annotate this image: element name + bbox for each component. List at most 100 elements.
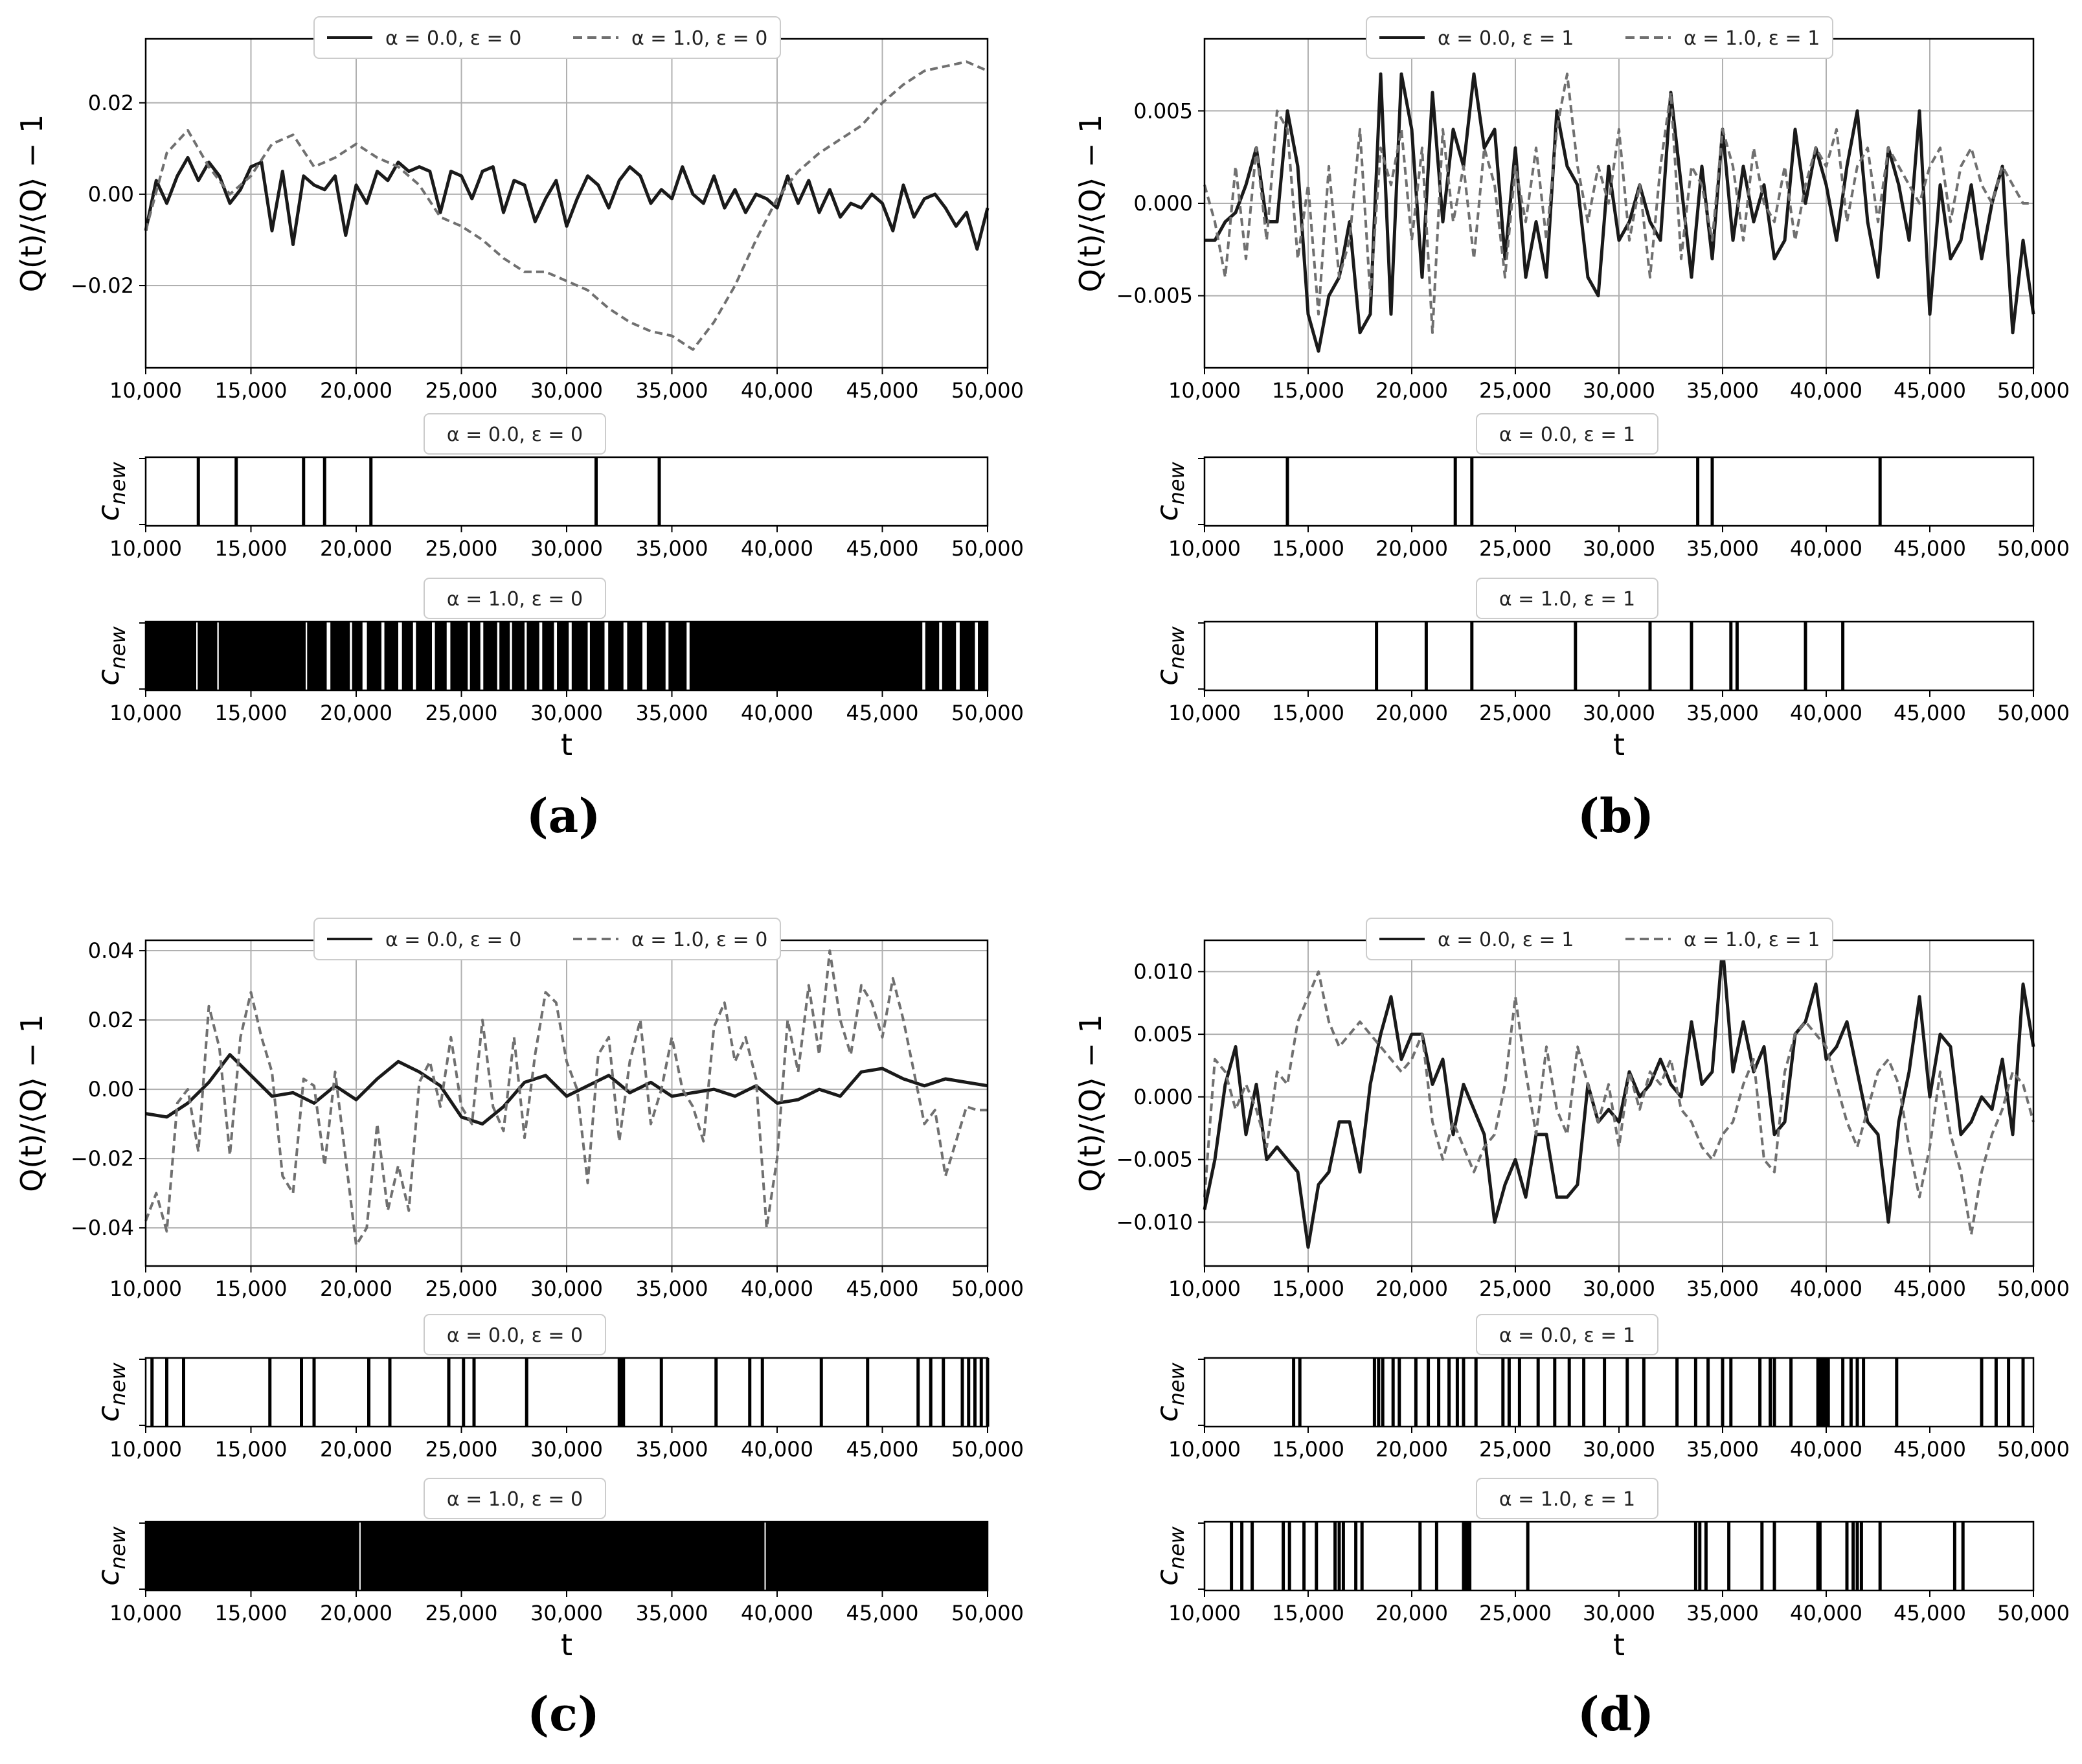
strip-title: α = 1.0, ε = 1 [1476, 1478, 1658, 1519]
event-gap [686, 622, 690, 690]
x-tick-label: 20,000 [320, 701, 392, 725]
strip-frame [1203, 620, 2035, 692]
x-tick-label: 35,000 [636, 536, 708, 561]
event-gap [350, 622, 352, 690]
x-tick-label: 25,000 [425, 1437, 498, 1462]
x-tick-label: 50,000 [1997, 1601, 2070, 1625]
legend-label: α = 0.0, ε = 0 [385, 27, 521, 50]
y-tick-label: 0.005 [1133, 1022, 1193, 1046]
strip-y-label: cnew [91, 1362, 130, 1421]
x-tick-label: 25,000 [425, 701, 498, 725]
strip-title: α = 0.0, ε = 0 [424, 413, 606, 455]
x-tick-label: 10,000 [109, 701, 182, 725]
x-tick-label: 20,000 [320, 378, 392, 403]
strip-title-frame [424, 413, 606, 455]
x-tick-label: 15,000 [215, 1276, 288, 1301]
legend-frame [1366, 918, 1833, 960]
strip-title-label: α = 0.0, ε = 1 [1499, 1324, 1635, 1347]
x-tick-label: 50,000 [1997, 1437, 2070, 1462]
event-strip-2: 10,000 15,000 20,000 25,000 30,000 35,000 40,0… [1149, 1478, 2070, 1662]
x-tick-label: 20,000 [320, 536, 392, 561]
panel-a: 0.02 0.00 −0.02 10,000 15,000 20,000 25,000 30,… [14, 16, 1024, 843]
x-tick-label: 45,000 [846, 1601, 919, 1625]
main-plot: 0.010 0.005 0.000 −0.005 −0.010 10,000 15,000 2… [1073, 918, 2070, 1301]
x-tick-label: 40,000 [1790, 701, 1862, 725]
legend: α = 0.0, ε = 1 α = 1.0, ε = 1 [1366, 16, 1833, 59]
strip-title-label: α = 0.0, ε = 1 [1499, 424, 1635, 446]
x-tick-label: 35,000 [1686, 701, 1759, 725]
y-tick-label: 0.00 [88, 182, 134, 207]
strip-y-label: cnew [1149, 1362, 1189, 1421]
event-strip-2: 10,000 15,000 20,000 25,000 30,000 35,000 40,0… [1149, 578, 2070, 762]
event-gap [587, 622, 590, 690]
strip-title-frame [1476, 1478, 1658, 1519]
strip-title-label: α = 1.0, ε = 1 [1499, 1488, 1635, 1511]
legend-frame [313, 16, 781, 59]
strip-title-label: α = 1.0, ε = 0 [447, 588, 583, 611]
event-gap [510, 622, 512, 690]
legend-label: α = 1.0, ε = 1 [1684, 27, 1820, 50]
event-gap [497, 622, 500, 690]
x-tick-label: 10,000 [109, 1276, 182, 1301]
x-tick-label: 40,000 [741, 1437, 813, 1462]
x-tick-label: 30,000 [530, 378, 603, 403]
x-tick-label: 15,000 [215, 378, 288, 403]
x-tick-label: 10,000 [109, 1437, 182, 1462]
x-tick-label: 25,000 [1479, 1276, 1552, 1301]
x-tick-label: 20,000 [1375, 1601, 1448, 1625]
event-strip-1: 10,000 15,000 20,000 25,000 30,000 35,000 40,0… [91, 1314, 1024, 1462]
y-tick-label: 0.04 [88, 938, 134, 963]
panel-c: 0.04 0.02 0.00 −0.02 −0.04 10,000 15,000 20,000… [14, 918, 1024, 1741]
x-tick-label: 45,000 [1894, 1276, 1966, 1301]
x-tick-label: 25,000 [1479, 378, 1552, 403]
x-tick-label: 20,000 [1375, 378, 1448, 403]
event-strip-2: 10,000 15,000 20,000 25,000 30,000 35,000 40,0… [91, 1478, 1024, 1662]
event-gap [306, 622, 308, 690]
strip-y-label-sub: new [1164, 626, 1189, 669]
event-gap [398, 622, 402, 690]
event-gap [196, 622, 198, 690]
strip-y-label-sub: new [106, 626, 130, 669]
event-gap [468, 622, 470, 690]
main-plot: 0.02 0.00 −0.02 10,000 15,000 20,000 25,000 30,… [14, 16, 1024, 403]
strip-title-label: α = 0.0, ε = 0 [447, 424, 583, 446]
x-tick-label: 15,000 [1272, 1276, 1344, 1301]
panel-letter: (d) [1578, 1686, 1654, 1741]
x-tick-label: 30,000 [1583, 701, 1655, 725]
x-tick-label: 10,000 [1168, 1276, 1241, 1301]
legend-label: α = 1.0, ε = 0 [631, 929, 767, 951]
x-tick-label: 40,000 [1790, 1437, 1862, 1462]
y-tick-label: 0.02 [88, 91, 134, 115]
x-tick-label: 50,000 [951, 1276, 1024, 1301]
x-tick-label: 10,000 [1168, 378, 1241, 403]
x-tick-label: 25,000 [425, 378, 498, 403]
x-tick-label: 30,000 [1583, 1437, 1655, 1462]
x-tick-label: 45,000 [846, 378, 919, 403]
x-tick-label: 40,000 [741, 1601, 813, 1625]
x-tick-label: 50,000 [951, 1601, 1024, 1625]
x-tick-label: 15,000 [215, 1437, 288, 1462]
strip-title-frame [424, 578, 606, 619]
event-strip-2: 10,000 15,000 20,000 25,000 30,000 35,000 40,0… [91, 578, 1024, 762]
x-tick-label: 50,000 [1997, 378, 2070, 403]
strip-y-label-sub: new [1164, 1362, 1189, 1405]
event-fill [146, 622, 988, 690]
x-tick-label: 45,000 [846, 1276, 919, 1301]
x-tick-label: 15,000 [1272, 1437, 1344, 1462]
y-tick-label: −0.005 [1116, 1148, 1193, 1172]
y-axis-label: Q(t)/⟨Q⟩ − 1 [14, 115, 49, 293]
x-tick-label: 25,000 [425, 1601, 498, 1625]
strip-frame [1203, 1357, 2035, 1428]
legend-frame [1366, 16, 1833, 59]
x-tick-label: 25,000 [425, 1276, 498, 1301]
series-line-1 [1203, 970, 2035, 1236]
x-tick-label: 20,000 [1375, 1437, 1448, 1462]
strip-frame [144, 456, 989, 527]
y-tick-label: 0.010 [1133, 959, 1193, 984]
y-tick-label: 0.02 [88, 1008, 134, 1032]
x-tick-label: 25,000 [1479, 701, 1552, 725]
event-gap [362, 622, 367, 690]
strip-y-label: cnew [91, 1526, 130, 1585]
legend: α = 0.0, ε = 0 α = 1.0, ε = 0 [313, 918, 781, 960]
strip-y-label: cnew [1149, 626, 1189, 685]
